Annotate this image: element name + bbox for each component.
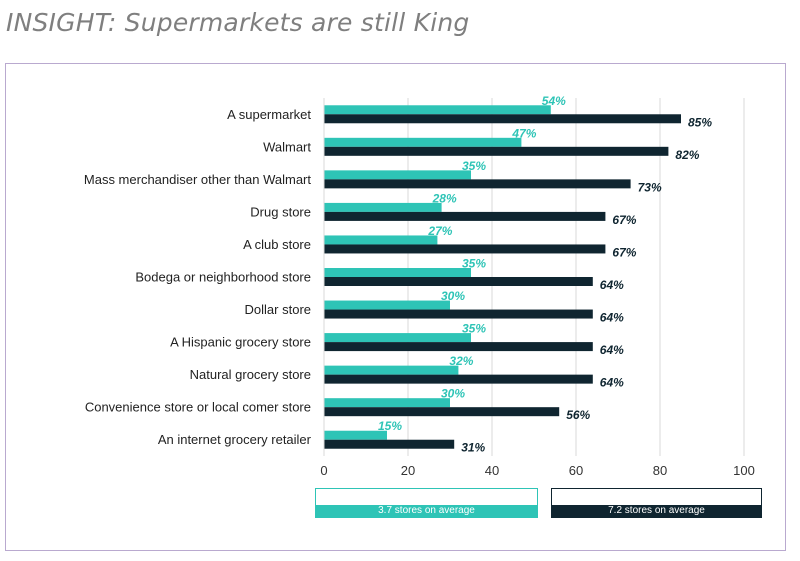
category-label: Walmart [263,139,311,154]
value-label-series-a: 35% [462,159,486,173]
bar-series-a [324,268,471,277]
x-tick-label: 80 [653,463,667,478]
bar-series-a [324,365,459,375]
value-label-series-a: 47% [511,126,536,140]
legend-note-series-a: 3.7 stores on average [316,505,537,517]
bar-series-b [324,146,669,156]
bar-series-b [324,342,593,352]
value-label-series-a: 30% [441,289,465,303]
category-label: Convenience store or local comer store [85,400,311,415]
bar-series-a [324,235,438,245]
category-label: A club store [243,237,311,252]
bar-series-a [324,333,471,343]
bar-series-b [324,407,560,417]
bar-series-b [324,374,593,384]
bar-series-b [324,179,631,189]
value-label-series-b: 82% [675,148,699,162]
bar-series-b [324,114,681,124]
bar-chart: 0 20 40 60 80 100 A supermarket 54% 85% Walmart 47… [84,94,755,478]
value-label-series-b: 64% [600,278,624,292]
bar-series-a [324,398,450,408]
category-label: A Hispanic grocery store [170,335,311,350]
value-label-series-a: 27% [427,224,452,238]
value-label-series-b: 64% [600,311,624,325]
value-label-series-a: 30% [441,387,465,401]
bar-series-a [324,105,551,115]
value-label-series-b: 73% [638,180,662,194]
bar-series-a [324,300,450,310]
bar-series-b [324,244,606,254]
value-label-series-a: 54% [542,94,566,108]
value-label-series-b: 31% [461,441,485,455]
legend-entry-series-b: 7.2 stores on average [551,488,762,518]
value-label-series-b: 64% [600,376,624,390]
value-label-series-a: 28% [432,191,457,205]
x-tick-label: 20 [401,463,415,478]
bar-series-a [324,137,522,147]
value-label-series-b: 64% [600,343,624,357]
bar-series-a [324,170,471,180]
legend-note-series-b: 7.2 stores on average [552,505,761,517]
value-label-series-a: 32% [449,354,473,368]
value-label-series-a: 15% [378,419,402,433]
category-label: Bodega or neighborhood store [135,270,311,285]
category-label: An internet grocery retailer [158,432,312,447]
value-label-series-a: 35% [462,257,486,271]
bar-series-b [324,309,593,319]
category-label: Dollar store [245,302,311,317]
category-label: Natural grocery store [190,367,311,382]
x-tick-label: 60 [569,463,583,478]
category-label: Mass merchandiser other than Walmart [84,172,311,187]
x-tick-label: 0 [320,463,327,478]
category-label: A supermarket [227,107,311,122]
bar-series-a [324,202,442,212]
bar-series-b [324,439,455,449]
bar-series-b [324,277,593,286]
value-label-series-b: 67% [612,245,636,259]
x-tick-label: 40 [485,463,499,478]
legend-entry-series-a: 3.7 stores on average [315,488,538,518]
bar-series-a [324,430,387,440]
x-tick-label: 100 [733,463,755,478]
value-label-series-a: 35% [462,322,486,336]
value-label-series-b: 85% [688,115,712,129]
category-label: Drug store [250,204,311,219]
bar-series-b [324,211,606,221]
chart-frame: 0 20 40 60 80 100 A supermarket 54% 85% Walmart 47… [5,63,786,551]
value-label-series-b: 67% [612,213,636,227]
value-label-series-b: 56% [566,408,590,422]
slide-title: INSIGHT: Supermarkets are still King [6,8,470,37]
